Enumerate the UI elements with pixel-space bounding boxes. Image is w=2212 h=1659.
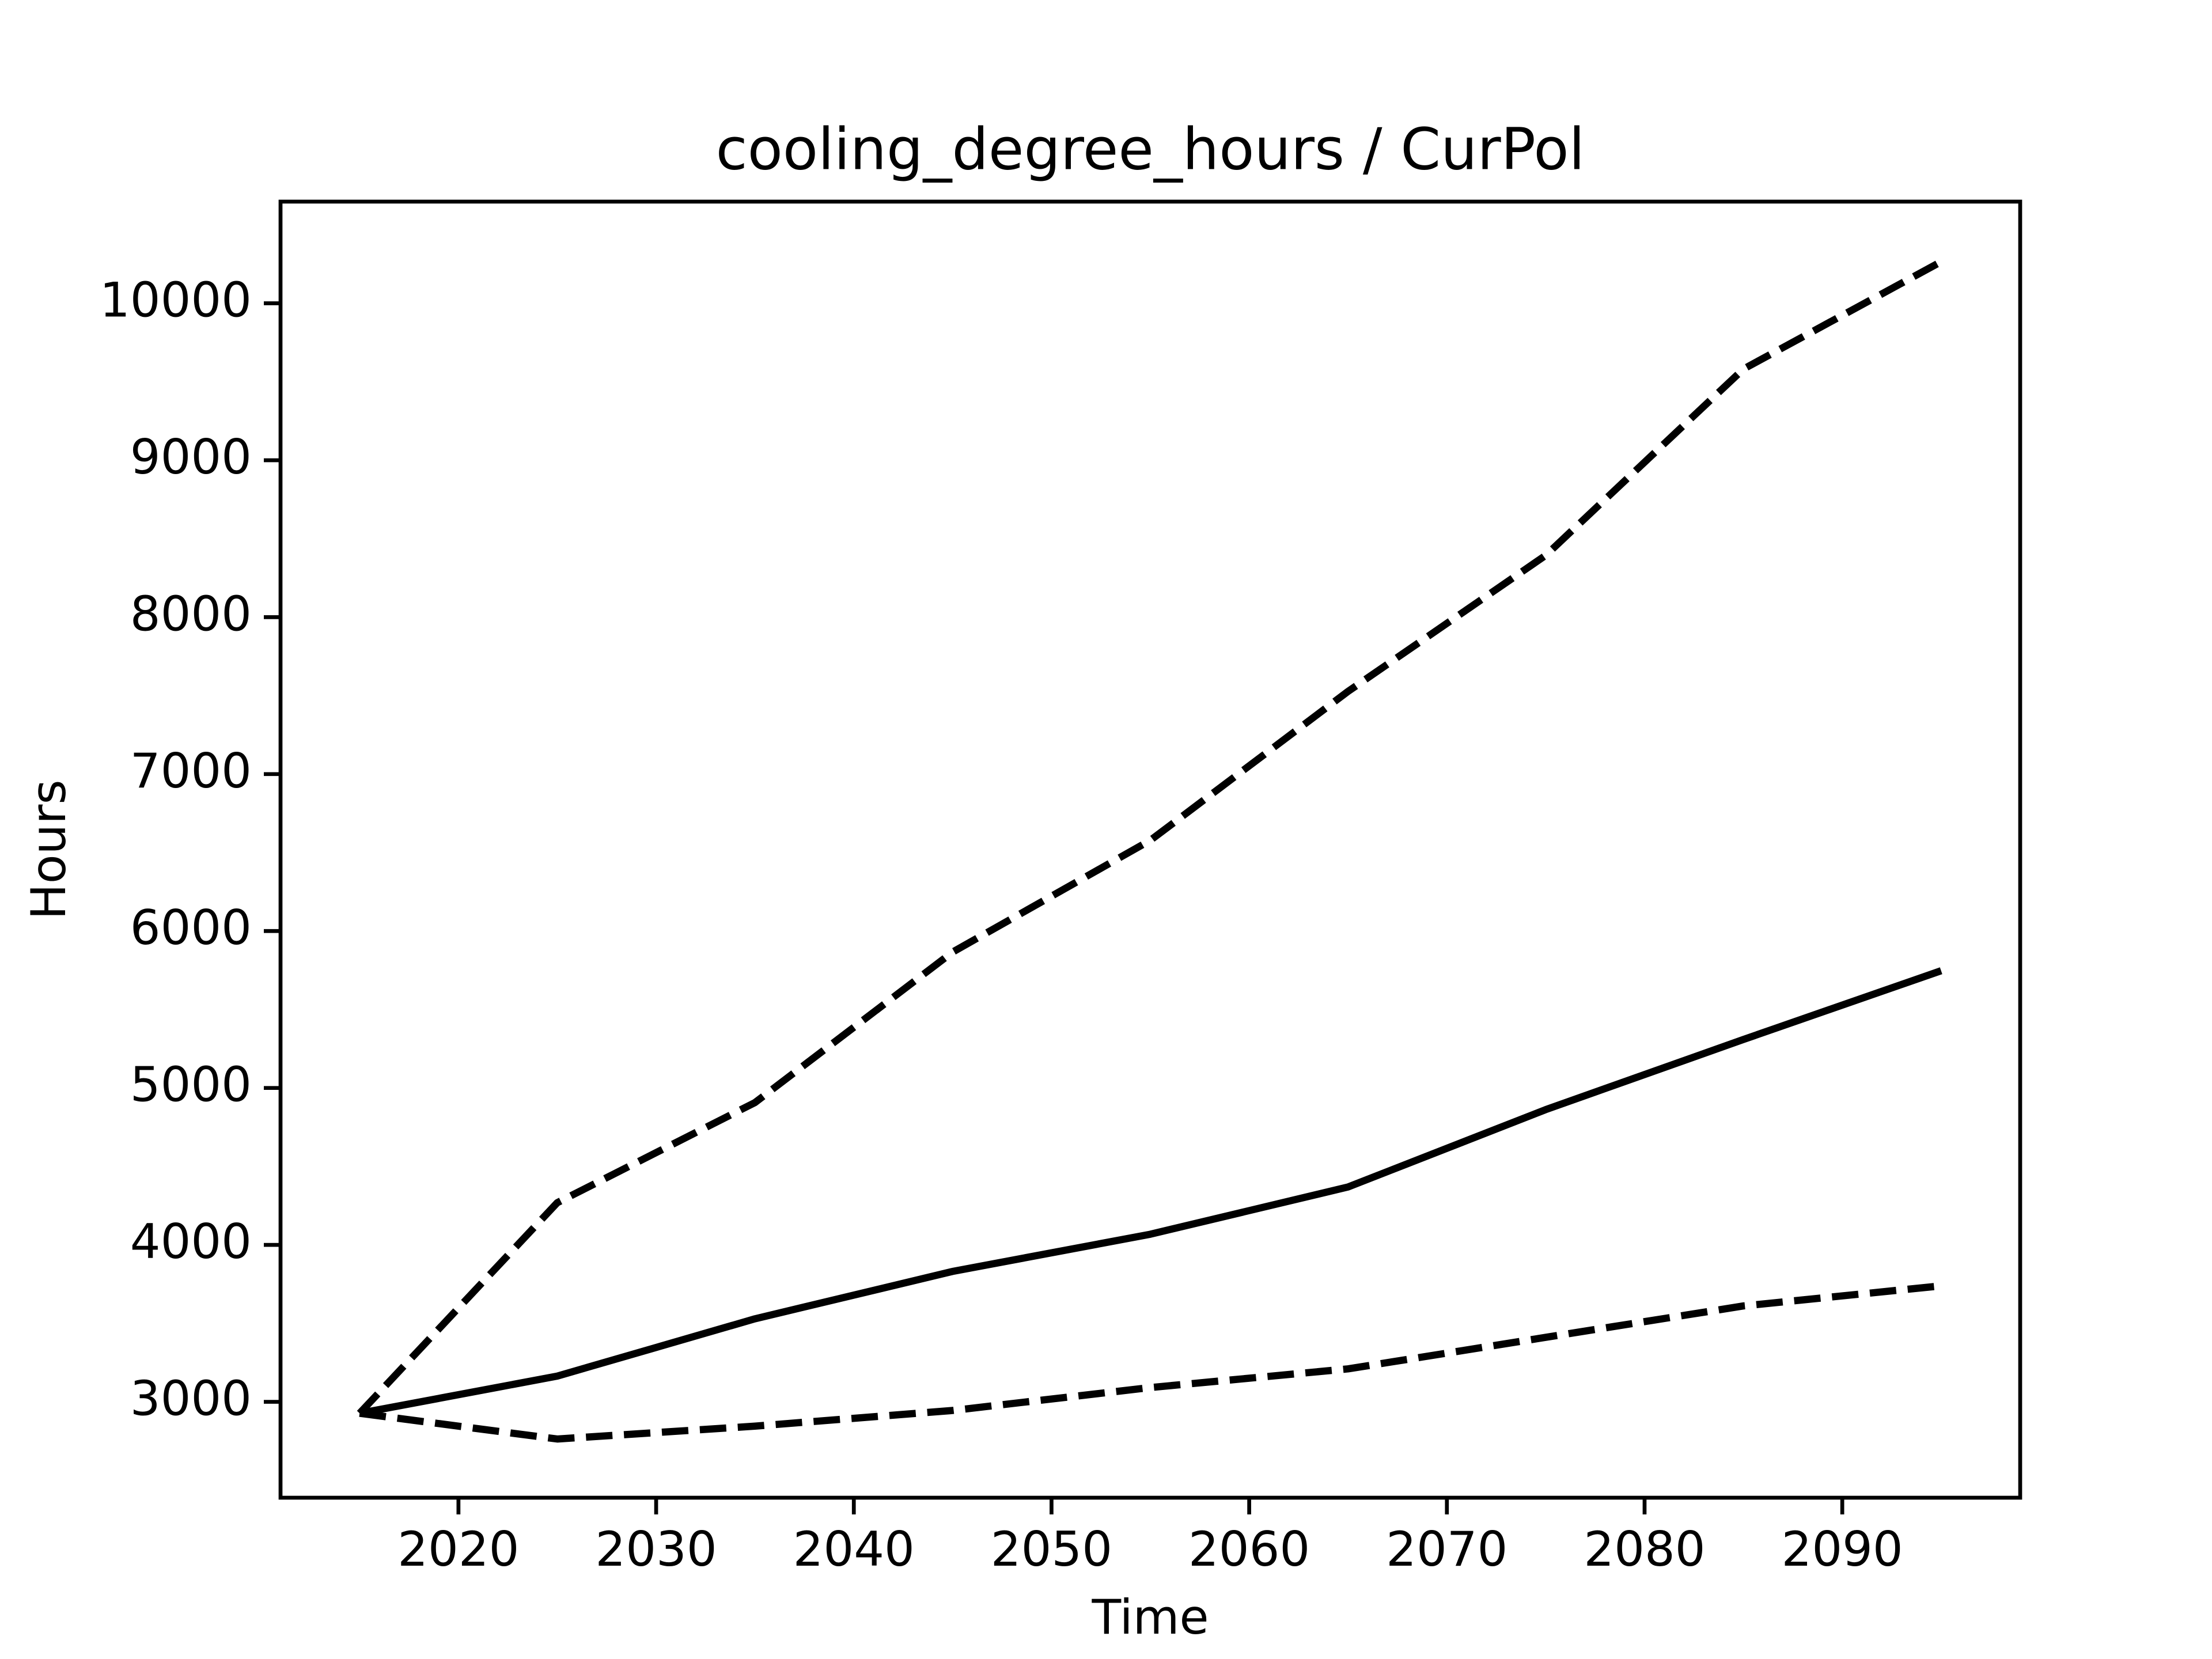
x-tick-label: 2020	[397, 1521, 519, 1577]
y-tick-label: 8000	[130, 586, 252, 642]
x-tick-label: 2090	[1782, 1521, 1903, 1577]
y-tick-label: 6000	[130, 900, 252, 956]
x-tick-label: 2030	[595, 1521, 717, 1577]
x-axis-label: Time	[1091, 1589, 1209, 1645]
y-tick-label: 3000	[130, 1370, 252, 1426]
series-line	[357, 258, 1943, 1416]
y-tick-label: 10000	[100, 272, 252, 328]
y-tick-label: 7000	[130, 743, 252, 799]
y-tick-label: 4000	[130, 1214, 252, 1270]
y-tick-label: 5000	[130, 1057, 252, 1113]
y-axis-label: Hours	[21, 779, 77, 919]
x-tick-label: 2070	[1386, 1521, 1508, 1577]
y-tick-label: 9000	[130, 429, 252, 485]
x-tick-label: 2040	[793, 1521, 915, 1577]
x-tick-label: 2050	[991, 1521, 1112, 1577]
x-tick-label: 2060	[1188, 1521, 1310, 1577]
chart-title: cooling_degree_hours / CurPol	[716, 115, 1585, 183]
axes-frame	[278, 199, 2022, 1500]
series-line	[359, 967, 1942, 1417]
x-tick-label: 2080	[1584, 1521, 1705, 1577]
